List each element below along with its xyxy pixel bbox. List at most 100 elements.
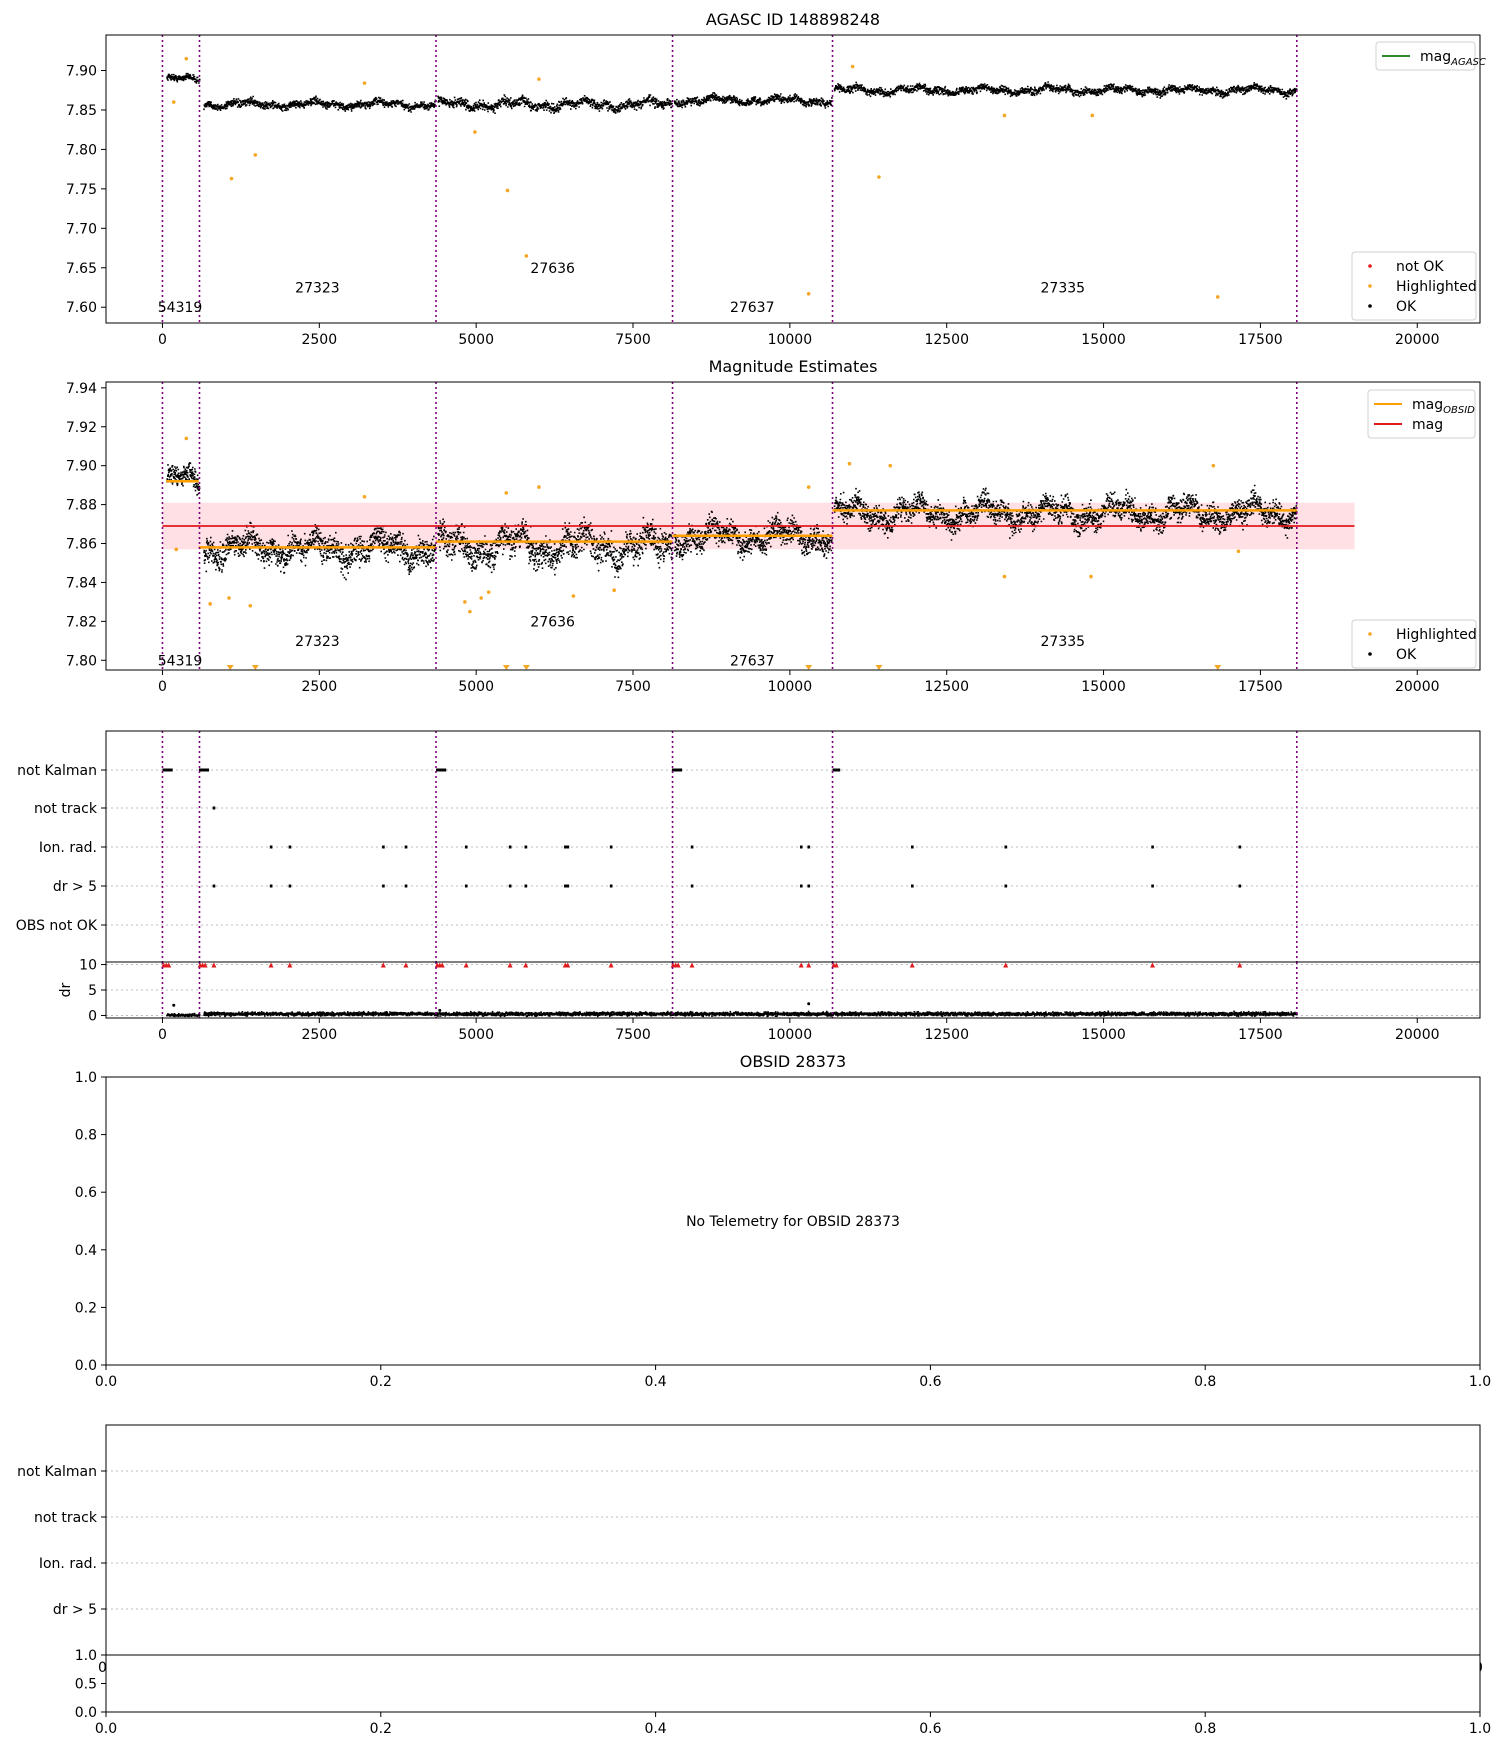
flag-point	[382, 845, 385, 849]
flag-point	[212, 884, 216, 888]
dr-clipped-marker	[608, 962, 614, 968]
panel-title: Magnitude Estimates	[709, 357, 878, 376]
y-tick-label: 0.8	[75, 1128, 97, 1144]
x-tick-label: 2500	[301, 332, 337, 348]
plot-frame	[105, 1424, 1481, 1656]
dr-clipped-marker	[380, 962, 386, 968]
legend-label: magAGASC	[1420, 49, 1486, 68]
y-tick-label: 1.0	[75, 1648, 97, 1664]
x-tick-label: 0.2	[370, 1374, 392, 1390]
y-tick-label: 0.2	[75, 1300, 97, 1316]
flag-point	[288, 845, 292, 849]
flag-point	[609, 884, 613, 888]
flag-point	[911, 845, 914, 849]
highlighted-point	[171, 100, 176, 104]
highlighted-point	[806, 292, 811, 296]
dr-clipped-marker	[439, 962, 445, 968]
x-tick-label: 0.0	[95, 1721, 117, 1737]
flag-point	[1238, 884, 1242, 888]
flag-point	[508, 884, 512, 888]
flag-point	[674, 768, 678, 772]
flag-point	[269, 884, 273, 888]
flag-point	[1004, 845, 1008, 849]
x-tick-label: 0.4	[644, 1721, 666, 1737]
highlighted-point	[505, 188, 510, 193]
flag-category-label: not track	[34, 1510, 98, 1526]
highlighted-point	[1002, 574, 1007, 579]
highlighted-point	[1090, 113, 1095, 118]
x-tick-label: 20000	[1395, 679, 1440, 695]
y-tick-label: 7.90	[66, 459, 97, 475]
legend-marker-swatch	[1368, 284, 1372, 288]
highlighted-point	[877, 175, 881, 179]
flag-point	[441, 768, 444, 772]
dr-clipped-marker	[1149, 962, 1155, 968]
flag-point	[201, 768, 205, 772]
y-tick-label: 0.6	[75, 1185, 97, 1201]
legend-box	[1351, 251, 1477, 321]
flag-point	[162, 768, 166, 772]
off-scale-marker	[226, 665, 234, 670]
agasc-magnitude-panel: AGASC ID 148898248 54319 27323 27636 27637 27…	[66, 10, 1486, 348]
flag-point	[564, 845, 567, 849]
flag-point	[167, 768, 171, 772]
x-tick-label: 5000	[458, 332, 494, 348]
flag-point	[404, 845, 408, 849]
obsid-label: 27636	[530, 614, 575, 630]
x-tick-label: 10000	[768, 332, 813, 348]
highlighted-point	[362, 495, 367, 499]
legend-label-subscript: OBSID	[1443, 405, 1475, 416]
highlighted-point	[362, 81, 367, 85]
obsid-label: 27335	[1041, 634, 1086, 650]
flag-category-label: not Kalman	[17, 1464, 97, 1480]
y-tick-label: 0.4	[75, 1243, 97, 1259]
x-tick-label: 0.2	[370, 1721, 392, 1737]
x-tick-label: 2500	[301, 679, 337, 695]
flag-category-label: dr > 5	[53, 1602, 97, 1618]
flag-point	[206, 768, 210, 772]
dr-clipped-marker	[689, 962, 695, 968]
legend-label: not OK	[1396, 259, 1444, 275]
obsid-label: 27637	[730, 653, 775, 669]
flag-point	[170, 768, 173, 772]
flag-category-label: OBS not OK	[16, 918, 98, 934]
flag-point	[799, 884, 803, 888]
highlighted-point	[473, 130, 477, 134]
y-tick-label: 7.80	[66, 653, 97, 669]
dr-clipped-marker	[833, 962, 839, 968]
highlighted-point	[537, 485, 541, 489]
flag-point	[609, 845, 613, 849]
flag-point	[690, 884, 694, 888]
x-tick-label: 5000	[458, 679, 494, 695]
off-scale-marker	[522, 665, 530, 670]
y-tick-label: 7.88	[66, 498, 97, 514]
legend-label-subscript: AGASC	[1450, 57, 1486, 68]
flag-point	[564, 884, 567, 888]
y-tick-label: 7.65	[66, 261, 97, 277]
dr-clipped-marker	[523, 962, 529, 968]
flag-point	[443, 768, 447, 772]
x-tick-label: 15000	[1081, 1027, 1126, 1043]
flag-category-label: Ion. rad.	[39, 840, 97, 856]
dr-clipped-marker	[403, 962, 409, 968]
highlighted-point	[850, 64, 855, 69]
off-scale-marker	[1214, 665, 1222, 670]
flag-point	[438, 768, 442, 772]
highlighted-point	[486, 590, 491, 594]
highlighted-point	[612, 588, 616, 593]
magnitude-estimates-panel: Magnitude Estimates 54319 27323 27636 27637 2…	[66, 357, 1481, 695]
flag-point	[676, 768, 680, 772]
obsid-dr-panel: 0.0 0.2 0.4 0.6 0.8 1.0 0.0 0.5 1.0	[75, 1648, 1491, 1737]
x-tick-label: 15000	[1081, 332, 1126, 348]
flag-point	[212, 806, 216, 810]
dr-clipped-marker	[463, 962, 469, 968]
x-tick-label: 7500	[615, 679, 651, 695]
obsid-label: 27323	[295, 280, 340, 296]
highlighted-point	[1211, 463, 1216, 468]
flag-point	[524, 845, 528, 849]
dr-clipped-marker	[675, 962, 681, 968]
legend-label-text: mag	[1412, 417, 1443, 433]
x-tick-label: 10000	[768, 1027, 813, 1043]
dr-clipped-marker	[202, 962, 208, 968]
